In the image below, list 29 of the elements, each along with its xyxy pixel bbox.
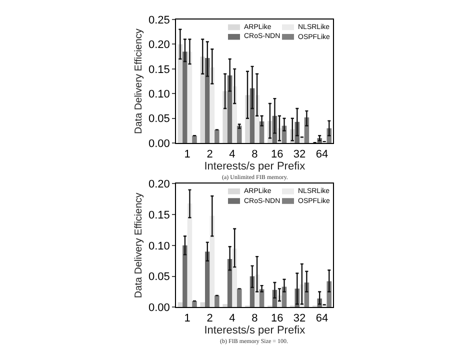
x-tick-label: 1 (184, 148, 190, 160)
x-tick-label: 2 (206, 148, 213, 160)
x-tick-label: 32 (293, 312, 306, 324)
x-tick-label: 16 (270, 148, 284, 160)
y-tick-label: 0.20 (148, 39, 170, 52)
y-axis-title: Data Delivery Efficiency (134, 28, 144, 134)
y-tick-label: 0.15 (148, 64, 170, 76)
y-tick-label: 0.25 (148, 14, 170, 26)
y-tick-label: 0.20 (148, 178, 170, 190)
y-tick-label: 0.05 (148, 271, 170, 284)
x-axis-title: Interests/s per Prefix (204, 160, 306, 172)
y-tick-label: 0.15 (148, 209, 170, 222)
y-tick-label: 0.00 (148, 302, 170, 314)
y-axis-title: Data Delivery Efficiency (134, 192, 144, 298)
x-tick-label: 2 (206, 312, 213, 324)
x-tick-label: 1 (184, 312, 190, 324)
y-tick-label: 0.10 (148, 88, 170, 100)
x-tick-label: 64 (316, 312, 328, 324)
x-tick-label: 64 (316, 148, 328, 160)
y-tick-label: 0.00 (148, 138, 170, 150)
x-tick-label: 4 (229, 148, 236, 160)
x-tick-label: 8 (252, 312, 258, 324)
x-axis-title: Interests/s per Prefix (204, 324, 306, 337)
x-tick-label: 8 (252, 148, 258, 160)
y-tick-label: 0.05 (148, 113, 170, 126)
x-tick-label: 4 (229, 312, 236, 324)
x-tick-label: 32 (293, 148, 306, 160)
y-tick-label: 0.10 (148, 240, 170, 252)
x-tick-label: 16 (270, 312, 284, 324)
